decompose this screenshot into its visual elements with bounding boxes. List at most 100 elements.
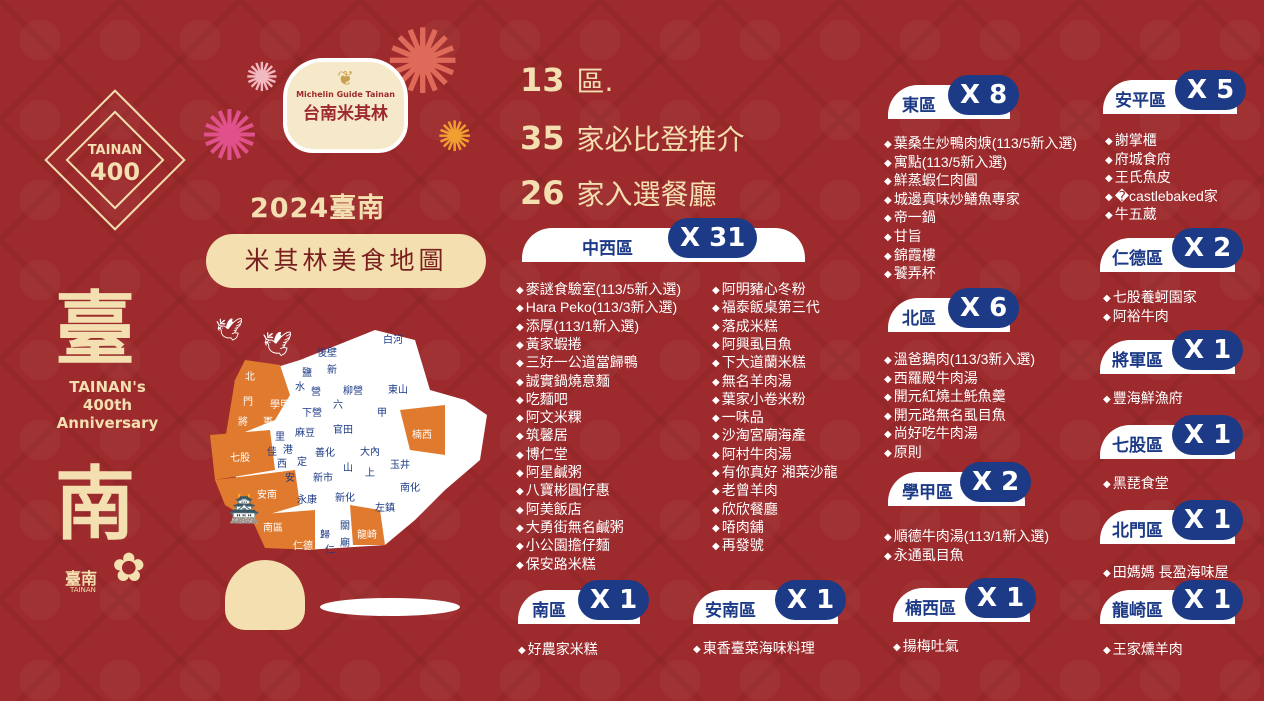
map-district-label: 楠西 (412, 430, 432, 441)
restaurant-item: 尚好吃牛肉湯 (884, 424, 978, 444)
flower-logo-icon: ✿ (112, 545, 146, 591)
restaurant-item: 西羅殿牛肉湯 (884, 369, 978, 389)
map-district-label: 佳 (267, 447, 277, 458)
district-header: 北門區 X 1 (1100, 500, 1244, 544)
map-district-label: 安南 (257, 490, 277, 501)
district-name: 南區 (532, 601, 566, 621)
stat-num: 35 (520, 119, 565, 157)
map-district-label: 玉井 (390, 460, 410, 471)
district-header: 學甲區 X 2 (888, 462, 1032, 506)
restaurant-item: 阿明豬心冬粉 (712, 280, 806, 300)
restaurant-item: 溫爸鵝肉(113/3新入選) (884, 350, 1035, 370)
district-count-badge: X 1 (1172, 415, 1244, 455)
restaurant-item: 筑馨居 (516, 426, 568, 446)
map-district-label: 永康 (297, 495, 317, 506)
restaurant-item: 阿星鹹粥 (516, 463, 582, 483)
district-count-badge: X 1 (1172, 330, 1244, 370)
restaurant-item: 一味品 (712, 408, 764, 428)
stat-num: 26 (520, 174, 565, 212)
stat-selected: 26 家入選餐廳 (520, 173, 717, 213)
restaurant-item: 福泰飯桌第三代 (712, 298, 820, 318)
restaurant-item: 吃麵吧 (516, 390, 568, 410)
big-char-bottom: 南 (55, 457, 135, 551)
district-count-badge: X 6 (948, 288, 1020, 328)
restaurant-item: 王家燻羊肉 (1103, 640, 1183, 660)
map-district-label: 新 (327, 365, 337, 376)
restaurant-item: 七股養蚵園家 (1103, 288, 1197, 308)
map-district-label: 官田 (333, 425, 353, 436)
map-district-label: 學甲 (270, 400, 290, 411)
title-subtitle: 米其林美食地圖 (206, 234, 486, 288)
district-count-badge: X 5 (1175, 70, 1247, 110)
map-district-label: 後壁 (317, 348, 337, 359)
map-district-label: 麻豆 (295, 428, 315, 439)
district-name: 東區 (902, 96, 936, 116)
logo-zh: 台南米其林 (303, 104, 388, 124)
map-district-label: 營 (311, 387, 321, 398)
restaurant-item: 沙淘宮廟海產 (712, 426, 806, 446)
map-district-label: 龍崎 (357, 530, 377, 541)
district-header: 北區 X 6 (888, 288, 1020, 332)
title-year: 2024臺南 (250, 193, 386, 224)
map-district-label: 里 (275, 432, 285, 443)
restaurant-item: 無名羊肉湯 (712, 372, 792, 392)
map-district-label: 將 (238, 417, 248, 428)
restaurant-item: 再發號 (712, 536, 764, 556)
map-district-label: 港 (283, 445, 293, 456)
district-header: 安南區 X 1 (693, 580, 847, 624)
restaurant-item: 阿美飯店 (516, 500, 582, 520)
bird-icon: 🕊 (262, 330, 293, 358)
anniversary-text: TAINAN's 400th Anniversary (45, 378, 170, 432)
restaurant-item: 順德牛肉湯(113/1新入選) (884, 527, 1049, 547)
map-district-label: 甲 (377, 408, 387, 419)
restaurant-item: 原則 (884, 443, 922, 463)
district-header: 七股區 X 1 (1100, 415, 1244, 459)
district-name: 安平區 (1115, 91, 1166, 111)
map-district-label: 七股 (230, 453, 250, 464)
restaurant-item: 㖔肉舖 (712, 518, 764, 538)
tainan-400-emblem: TAINAN 400 (40, 85, 190, 250)
logo-bird-icon: ❦ (337, 66, 354, 90)
district-header: 將軍區 X 1 (1100, 330, 1244, 374)
restaurant-item: 王氏魚皮 (1105, 168, 1171, 188)
restaurant-item: 麥謎食驗室(113/5新入選) (516, 280, 681, 300)
district-name: 將軍區 (1112, 351, 1163, 371)
restaurant-item: 黑琵食堂 (1103, 474, 1169, 494)
district-header: 東區 X 8 (888, 75, 1020, 119)
restaurant-item: 揚梅吐氣 (893, 637, 959, 657)
map-district-label: 門 (243, 397, 253, 408)
city-logo: 臺南 (65, 569, 98, 588)
anniv-line: TAINAN's (69, 378, 146, 396)
restaurant-item: 甘旨 (884, 227, 922, 247)
map-district-label: 新市 (313, 473, 333, 484)
district-count-badge: X 2 (1172, 228, 1244, 268)
tainan-map: 白河 後壁鹽 新水營 柳營 東山六甲 下營 官田 麻豆 楠西佳里港西 善化 大內 玉井 定安 山 上 新市 南化… (205, 320, 490, 559)
district-header: 龍崎區 X 1 (1100, 580, 1244, 624)
anniv-line: Anniversary (56, 414, 159, 432)
map-district-label: 新化 (335, 493, 355, 504)
restaurant-item: 阿裕牛肉 (1103, 307, 1169, 327)
firework-icon: ✺ (200, 95, 259, 177)
restaurant-item: 老曾羊肉 (712, 481, 778, 501)
map-district-label: 西 (277, 459, 287, 470)
district-name: 龍崎區 (1112, 601, 1163, 621)
map-district-label: 關 (340, 521, 350, 532)
map-district-label: 山 (343, 463, 353, 474)
restaurant-item: 東香臺菜海味料理 (693, 639, 815, 659)
firework-icon: ✺ (245, 55, 279, 101)
map-district-label: 廟 (340, 538, 350, 549)
map-shape (210, 330, 487, 550)
emblem-number: 400 (89, 158, 141, 186)
map-district-label: 左鎮 (375, 503, 395, 514)
district-count-badge: X 2 (960, 462, 1032, 502)
stat-text: 家必比登推介 (576, 123, 745, 156)
map-district-label: 善化 (315, 448, 335, 459)
restaurant-item: 田媽媽 長盈海味屋 (1103, 563, 1229, 583)
map-district-label: 上 (365, 468, 375, 479)
district-count-badge: X 1 (578, 580, 650, 620)
restaurant-item: 城邊真味炒鱔魚專家 (884, 190, 1020, 210)
logo-en: Michelin Guide Tainan (296, 90, 395, 99)
district-header: 中西區 X 31 (522, 218, 805, 262)
restaurant-item: 下大道蘭米糕 (712, 353, 806, 373)
district-name: 北區 (902, 309, 936, 329)
